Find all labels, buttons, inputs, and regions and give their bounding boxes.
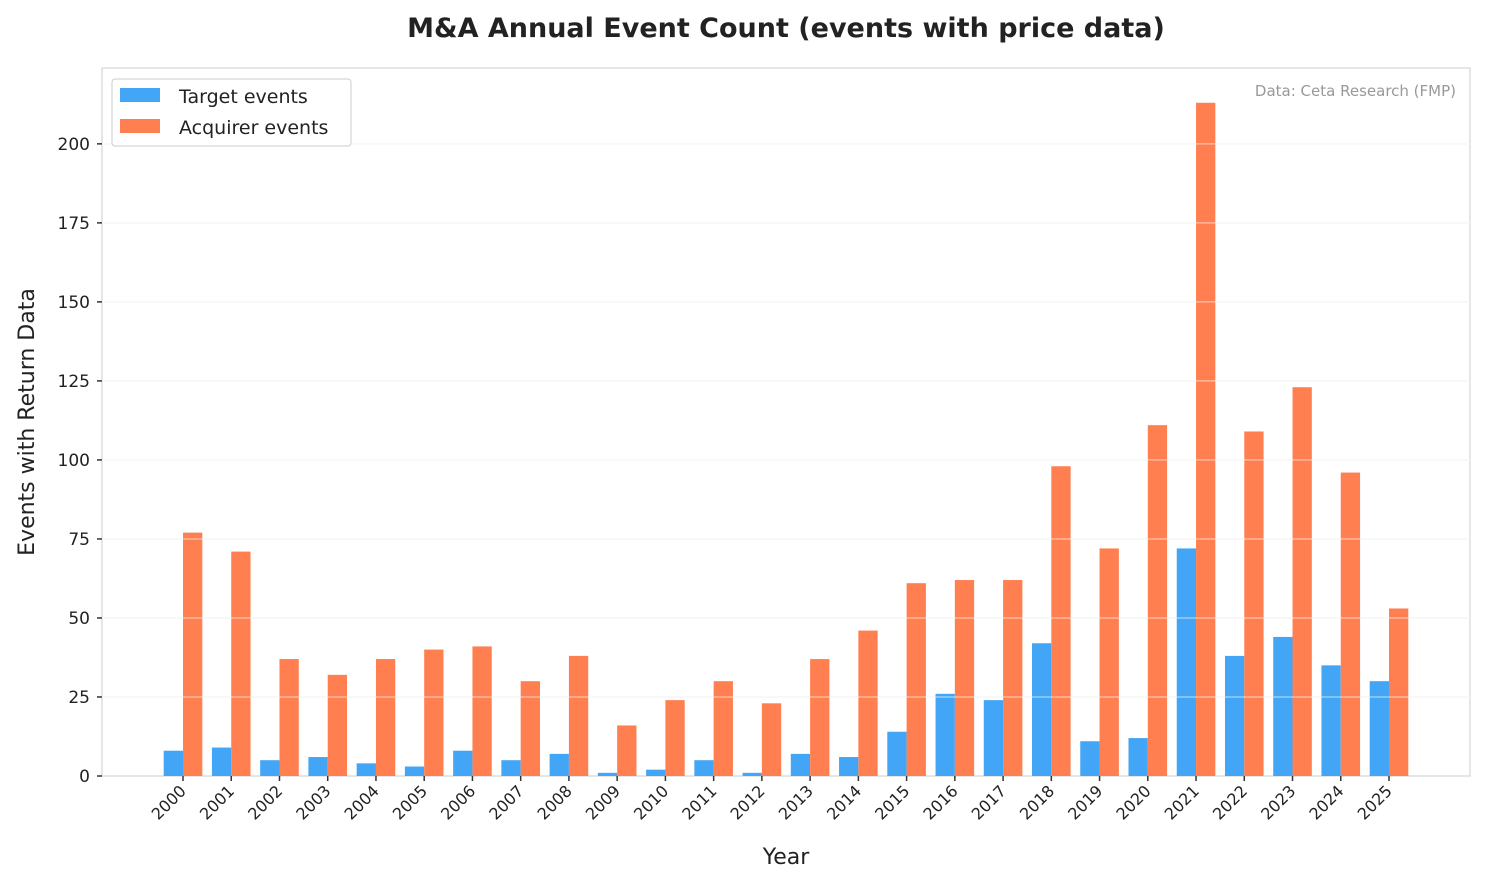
y-axis-label: Events with Return Data	[15, 288, 40, 556]
legend: Target events Acquirer events	[111, 78, 352, 147]
bar-acquirer-2025	[1389, 608, 1409, 776]
bar-target-2016	[935, 693, 955, 776]
x-tick-label: 2015	[871, 781, 913, 823]
bar-acquirer-2011	[713, 681, 733, 776]
bar-target-2024	[1321, 665, 1341, 776]
bar-target-2008	[549, 753, 569, 776]
bar-target-2006	[453, 750, 473, 776]
bar-target-2023	[1273, 636, 1293, 776]
bar-acquirer-2002	[279, 659, 299, 776]
x-tick-label: 2010	[630, 781, 672, 823]
x-tick-label: 2009	[582, 781, 624, 823]
bar-target-2022	[1224, 655, 1245, 776]
y-tick-label: 100	[58, 451, 90, 471]
x-tick-label: 2014	[823, 781, 865, 823]
bar-acquirer-2006	[472, 646, 492, 776]
bar-target-2000	[163, 750, 183, 776]
bar-acquirer-2016	[954, 580, 975, 776]
y-tick-label: 175	[58, 214, 90, 234]
y-tick-label: 200	[58, 135, 90, 155]
bar-target-2001	[211, 747, 232, 776]
bar-acquirer-2014	[858, 630, 878, 776]
bar-target-2013	[790, 753, 811, 776]
x-tick-label: 2000	[148, 781, 190, 823]
bar-acquirer-2017	[1003, 580, 1023, 776]
bar-acquirer-2008	[568, 655, 589, 776]
bar-acquirer-2019	[1099, 548, 1119, 776]
bar-acquirer-2013	[810, 659, 830, 776]
bar-acquirer-2015	[906, 583, 926, 776]
legend-swatch-acquirer	[120, 119, 160, 133]
y-tick-label: 25	[68, 688, 90, 708]
bar-target-2005	[404, 766, 425, 776]
x-tick-label: 2013	[775, 781, 817, 823]
x-tick-label: 2023	[1257, 781, 1299, 823]
legend-label-acquirer: Acquirer events	[179, 117, 328, 139]
bar-acquirer-2023	[1292, 387, 1312, 776]
x-tick-label: 2024	[1305, 781, 1347, 823]
bar-acquirer-2021	[1196, 102, 1216, 776]
bar-acquirer-2003	[327, 674, 348, 776]
x-tick-label: 2007	[485, 781, 527, 823]
x-tick-label: 2001	[196, 781, 238, 823]
x-tick-label: 2012	[726, 781, 768, 823]
bar-target-2009	[597, 772, 618, 776]
annotation: Data: Ceta Research (FMP)	[1255, 82, 1456, 100]
legend-label-target: Target events	[178, 86, 308, 108]
bar-target-2007	[501, 760, 521, 776]
y-tick-label: 50	[68, 609, 90, 629]
x-tick-label: 2006	[437, 781, 479, 823]
x-tick-label: 2011	[678, 781, 720, 823]
x-tick-label: 2019	[1064, 781, 1106, 823]
bar-target-2004	[356, 763, 376, 776]
bar-target-2011	[694, 760, 714, 776]
x-tick-label: 2008	[534, 781, 576, 823]
bar-target-2025	[1369, 681, 1389, 776]
bar-acquirer-2005	[424, 649, 444, 776]
x-tick-label: 2003	[292, 781, 334, 823]
x-tick-label: 2021	[1161, 781, 1203, 823]
x-tick-label: 2025	[1354, 781, 1396, 823]
bar-acquirer-2012	[761, 703, 782, 776]
x-tick-label: 2004	[341, 781, 383, 823]
bar-acquirer-2022	[1244, 431, 1264, 776]
bar-acquirer-2000	[183, 532, 203, 776]
bar-acquirer-2009	[617, 725, 637, 776]
x-tick-label: 2017	[968, 781, 1010, 823]
x-tick-label: 2018	[1016, 781, 1058, 823]
bar-target-2018	[1032, 643, 1052, 776]
bar-acquirer-2010	[665, 700, 685, 776]
bar-acquirer-2001	[231, 551, 251, 776]
x-tick-label: 2005	[389, 781, 431, 823]
bar-target-2015	[887, 731, 907, 776]
bar-target-2021	[1176, 548, 1197, 776]
bar-acquirer-2018	[1051, 466, 1071, 776]
bar-target-2014	[839, 757, 859, 776]
x-tick-label: 2020	[1112, 781, 1154, 823]
x-axis-label: Year	[762, 845, 811, 870]
y-tick-label: 0	[79, 767, 90, 787]
y-tick-label: 75	[68, 530, 90, 550]
chart-title: M&A Annual Event Count (events with pric…	[407, 13, 1165, 44]
bar-target-2020	[1128, 738, 1148, 776]
bar-acquirer-2020	[1147, 425, 1168, 776]
bar-acquirer-2007	[520, 681, 540, 776]
bar-target-2002	[260, 760, 280, 776]
bar-acquirer-2024	[1340, 472, 1361, 776]
legend-swatch-target	[120, 88, 160, 102]
bar-acquirer-2004	[375, 659, 396, 776]
x-tick-label: 2022	[1209, 781, 1251, 823]
y-tick-label: 150	[58, 293, 90, 313]
bar-target-2010	[646, 769, 666, 776]
bar-target-2017	[983, 700, 1004, 776]
bar-target-2003	[308, 757, 328, 776]
plot-area	[101, 67, 1471, 777]
y-tick-label: 125	[58, 372, 90, 392]
x-tick-label: 2016	[919, 781, 961, 823]
bar-target-2019	[1080, 741, 1100, 776]
x-tick-label: 2002	[244, 781, 286, 823]
bar-target-2012	[742, 772, 762, 776]
